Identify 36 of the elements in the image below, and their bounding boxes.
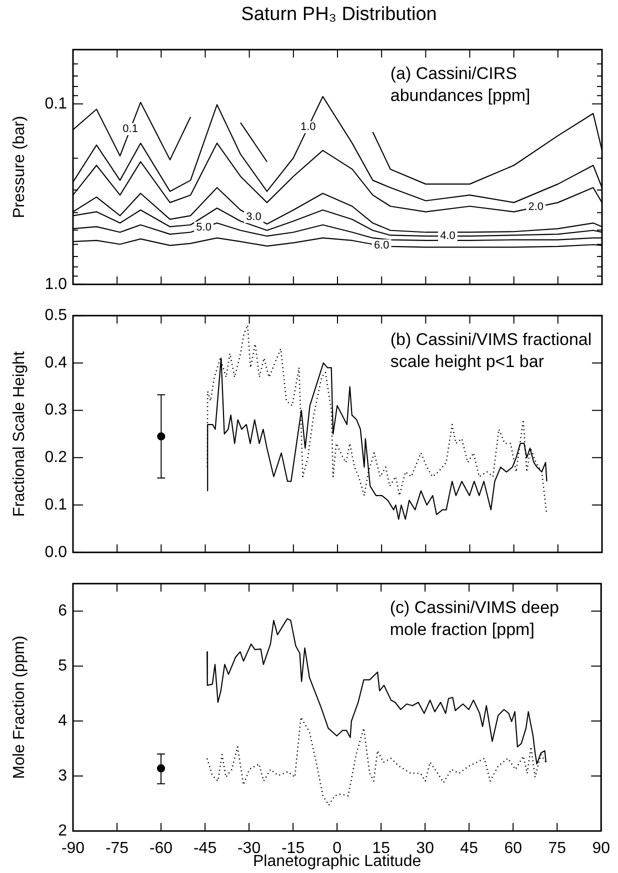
series-label: 5.0 bbox=[196, 222, 212, 234]
y-tick-label: 0.5 bbox=[44, 307, 68, 324]
x-tick-label: 75 bbox=[548, 840, 566, 858]
chart-title: Saturn PH₃ Distribution bbox=[240, 3, 438, 27]
series-label: 0.1 bbox=[122, 123, 138, 136]
y-axis-title: Fractional Scale Height bbox=[11, 350, 28, 517]
y-tick-label: 0.1 bbox=[44, 95, 68, 112]
y-tick-label: 0.3 bbox=[44, 402, 68, 419]
x-tick-label: 30 bbox=[416, 840, 434, 858]
x-tick-label: 90 bbox=[592, 840, 610, 858]
y-tick-label: 2 bbox=[58, 822, 68, 840]
annotation: (b) Cassini/VIMS fractional scale height p<1 bar bbox=[390, 330, 592, 371]
x-tick-label: -90 bbox=[61, 840, 85, 858]
x-tick-label: -75 bbox=[105, 840, 129, 858]
annotation: (a) Cassini/CIRS abundances [ppm] bbox=[390, 64, 530, 105]
y-tick-label: 0.1 bbox=[44, 496, 68, 514]
y-tick-label: 0.4 bbox=[44, 354, 68, 372]
series-label: 4.0 bbox=[440, 230, 456, 242]
y-tick-label: 4 bbox=[58, 712, 68, 730]
series-label: 1.0 bbox=[300, 121, 316, 134]
series-label: 3.0 bbox=[246, 211, 262, 224]
y-tick-label: 6 bbox=[58, 602, 68, 620]
y-tick-label: 0.0 bbox=[44, 544, 68, 561]
x-tick-label: 45 bbox=[460, 840, 478, 858]
y-tick-label: 5 bbox=[58, 657, 68, 674]
y-axis-title: Mole Fraction (ppm) bbox=[11, 636, 28, 779]
y-axis-title: Pressure (bar) bbox=[11, 116, 28, 218]
series-label: 2.0 bbox=[528, 201, 544, 214]
x-tick-label: 60 bbox=[504, 840, 522, 858]
y-tick-label: 3 bbox=[58, 767, 68, 784]
x-tick-label: -60 bbox=[149, 840, 173, 858]
y-tick-label: 0.2 bbox=[44, 449, 68, 466]
x-tick-label: -45 bbox=[193, 840, 217, 858]
series-label: 6.0 bbox=[374, 239, 390, 252]
annotation: (c) Cassini/VIMS deep mole fraction [ppm] bbox=[390, 598, 559, 639]
y-tick-label: 1.0 bbox=[44, 276, 68, 293]
